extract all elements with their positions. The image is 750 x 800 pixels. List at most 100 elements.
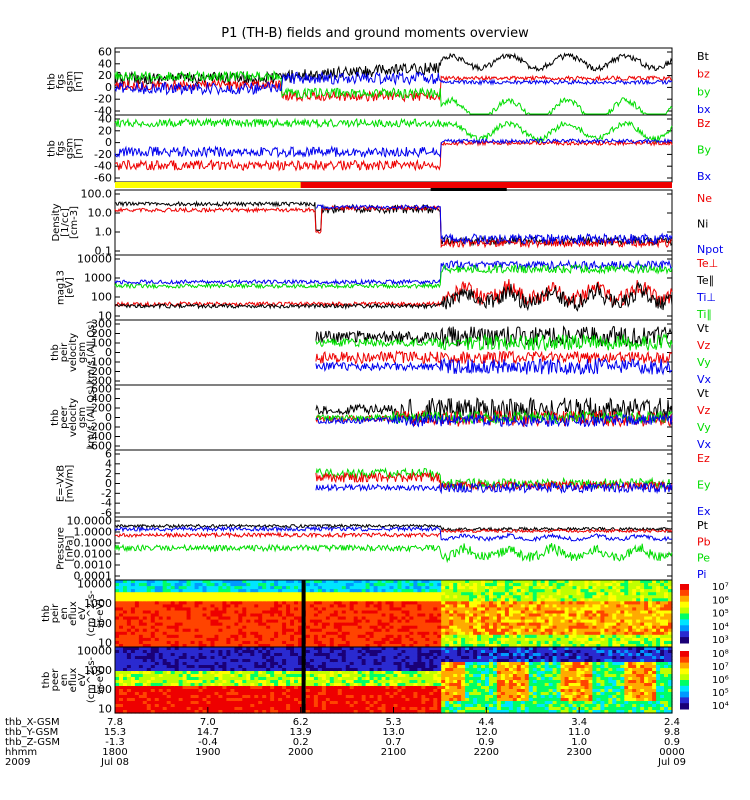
spectrogram-cell — [258, 656, 263, 660]
spectrogram-cell — [119, 674, 124, 678]
spectrogram-cell — [274, 625, 279, 630]
spectrogram-cell — [170, 625, 176, 630]
spectrogram-cell — [170, 589, 176, 593]
spectrogram-cell — [166, 640, 172, 645]
spectrogram-cell — [397, 680, 403, 684]
spectrogram-cell — [489, 631, 494, 636]
spectrogram-cell — [158, 668, 164, 672]
spectrogram-cell — [150, 604, 156, 608]
spectrogram-cell — [552, 616, 558, 621]
spectrogram-cell — [130, 586, 136, 590]
spectrogram-cell — [266, 698, 271, 702]
spectrogram-cell — [238, 616, 243, 621]
spectrogram-cell — [624, 628, 629, 633]
spectrogram-cell — [298, 583, 303, 587]
spectrogram-cell — [365, 668, 371, 672]
spectrogram-cell — [270, 613, 275, 618]
spectrogram-cell — [130, 674, 136, 678]
ylabel-fgs_gse: [nT] — [74, 138, 85, 158]
spectrogram-cell — [250, 644, 255, 648]
legend-ion_velocity-1: Vz — [697, 339, 711, 352]
spectrogram-cell — [198, 689, 204, 693]
spectrogram-cell — [282, 707, 287, 711]
legend-fgs_gse-0: Bz — [697, 117, 711, 130]
spectrogram-cell — [174, 607, 180, 611]
spectrogram-cell — [337, 671, 343, 675]
spectrogram-cell — [198, 613, 204, 618]
spectrogram-cell — [353, 710, 359, 714]
spectrogram-cell — [290, 671, 295, 675]
spectrogram-cell — [612, 598, 617, 602]
spectrogram-cell — [508, 592, 514, 596]
spectrogram-cell — [401, 656, 407, 660]
spectrogram-cell — [457, 637, 462, 642]
spectrogram-cell — [441, 580, 446, 584]
spectrogram-cell — [413, 592, 418, 596]
spectrogram-cell — [540, 637, 546, 642]
spectrogram-cell — [182, 686, 188, 690]
spectrogram-cell — [238, 671, 243, 675]
spectrogram-cell — [234, 580, 239, 584]
spectrogram-cell — [170, 662, 176, 666]
spectrogram-cell — [349, 601, 355, 605]
spectrogram-cell — [174, 704, 180, 708]
spectrogram-cell — [138, 704, 144, 708]
spectrogram-cell — [457, 607, 462, 611]
spectrogram-cell — [405, 616, 410, 621]
spectrogram-cell — [580, 595, 586, 599]
spectrogram-cell — [369, 592, 375, 596]
spectrogram-cell — [313, 650, 319, 654]
spectrogram-cell — [437, 644, 442, 648]
spectrogram-cell — [123, 677, 128, 681]
spectrogram-cell — [258, 592, 263, 596]
spectrogram-cell — [405, 628, 410, 633]
spectrogram-cell — [337, 610, 343, 615]
spectrogram-cell — [660, 607, 665, 611]
spectrogram-cell — [166, 674, 172, 678]
spectrogram-cell — [178, 595, 184, 599]
spectrogram-cell — [365, 647, 371, 651]
spectrogram-cell — [469, 589, 474, 593]
spectrogram-cell — [616, 616, 621, 621]
spectrogram-cell — [337, 701, 343, 705]
spectrogram-cell — [150, 644, 156, 648]
spectrogram-cell — [166, 686, 172, 690]
spectrogram-cell — [130, 647, 136, 651]
spectrogram-cell — [385, 622, 391, 627]
spectrogram-cell — [377, 613, 383, 618]
spectrogram-cell — [313, 686, 319, 690]
spectrogram-cell — [313, 647, 319, 651]
spectrogram-cell — [493, 616, 498, 621]
spectrogram-cell — [134, 616, 140, 621]
spectrogram-cell — [178, 659, 184, 663]
spectrogram-cell — [246, 692, 251, 696]
spectrogram-cell — [230, 625, 235, 630]
spectrogram-cell — [588, 586, 594, 590]
spectrogram-cell — [119, 616, 124, 621]
spectrogram-cell — [381, 692, 387, 696]
spectrogram-cell — [306, 668, 311, 672]
series-Ne — [114, 204, 673, 249]
spectrogram-cell — [405, 671, 410, 675]
spectrogram-cell — [353, 595, 359, 599]
spectrogram-cell — [158, 656, 164, 660]
spectrogram-cell — [222, 686, 227, 690]
spectrogram-cell — [182, 677, 188, 681]
spectrogram-cell — [580, 580, 586, 584]
spectrogram-cell — [588, 616, 594, 621]
spectrogram-cell — [560, 610, 566, 615]
spectrogram-cell — [624, 604, 629, 608]
spectrogram-cell — [329, 625, 335, 630]
spectrogram-cell — [309, 689, 315, 693]
spectrogram-cell — [174, 613, 180, 618]
spectrogram-cell — [115, 610, 120, 615]
spectrogram-cell — [477, 604, 482, 608]
spectrogram-cell — [325, 653, 331, 657]
spectrogram-cell — [202, 686, 208, 690]
spectrogram-cell — [393, 598, 399, 602]
spectrogram-cell — [409, 586, 414, 590]
spectrogram-cell — [357, 662, 363, 666]
spectrogram-cell — [333, 647, 339, 651]
spectrogram-cell — [194, 613, 200, 618]
